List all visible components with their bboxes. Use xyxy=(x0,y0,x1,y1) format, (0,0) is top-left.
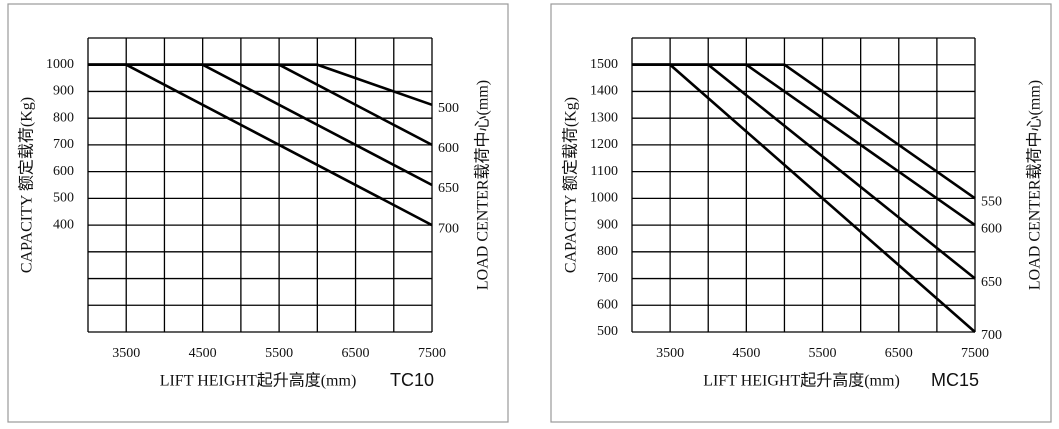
x-tick-label: 5500 xyxy=(809,346,837,361)
x-tick-label: 4500 xyxy=(732,346,760,361)
line xyxy=(632,63,976,200)
y-tick-label: 1300 xyxy=(590,110,618,125)
x-axis-label: LIFT HEIGHT起升高度(mm) xyxy=(703,372,900,390)
line xyxy=(88,63,433,147)
x-tick-label: 3500 xyxy=(112,346,140,361)
legend-label: 700 xyxy=(981,328,1002,343)
panel-frame xyxy=(550,3,1052,423)
y-tick-label: 800 xyxy=(53,110,74,125)
y-tick-label: 1000 xyxy=(590,191,618,206)
x-tick-label: 7500 xyxy=(961,346,989,361)
y-tick-label: 500 xyxy=(53,191,74,206)
legend-label: 650 xyxy=(438,181,459,196)
legend-label: 650 xyxy=(981,275,1002,290)
x-tick-label: 6500 xyxy=(885,346,913,361)
y-tick-label: 600 xyxy=(53,164,74,179)
y-tick-label: 600 xyxy=(597,297,618,312)
y-tick-label: 1200 xyxy=(590,137,618,152)
legend-label: 600 xyxy=(438,141,459,156)
x-tick-label: 4500 xyxy=(189,346,217,361)
legend-label: 550 xyxy=(981,195,1002,210)
line xyxy=(88,63,433,227)
x-tick-label: 7500 xyxy=(418,346,446,361)
y-tick-label: 900 xyxy=(597,217,618,232)
x-tick-label: 5500 xyxy=(265,346,293,361)
x-tick-label: 6500 xyxy=(342,346,370,361)
model-label: MC15 xyxy=(931,370,979,390)
x-tick-label: 3500 xyxy=(656,346,684,361)
y-tick-label: 800 xyxy=(597,244,618,259)
legend-label: 700 xyxy=(438,221,459,236)
legend-label: 600 xyxy=(981,221,1002,236)
y-tick-label: 1500 xyxy=(590,57,618,72)
legend-title: LOAD CENTER载荷中心(mm) xyxy=(474,80,492,290)
line xyxy=(88,63,433,187)
legend-title: LOAD CENTER载荷中心(mm) xyxy=(1026,80,1044,290)
y-tick-label: 400 xyxy=(53,217,74,232)
panel-frame xyxy=(7,3,509,423)
y-axis-label: CAPACITY 额定载荷(Kg) xyxy=(562,97,580,273)
y-tick-label: 700 xyxy=(53,137,74,152)
x-axis-label: LIFT HEIGHT起升高度(mm) xyxy=(160,372,357,390)
line xyxy=(632,63,976,333)
model-label: TC10 xyxy=(390,370,434,390)
y-tick-label: 900 xyxy=(53,84,74,99)
y-tick-label: 1400 xyxy=(590,84,618,99)
y-tick-label: 700 xyxy=(597,271,618,286)
y-tick-label: 1000 xyxy=(46,57,74,72)
y-axis-label: CAPACITY 额定载荷(Kg) xyxy=(18,97,36,273)
y-tick-label: 500 xyxy=(597,324,618,339)
y-tick-label: 1100 xyxy=(591,164,618,179)
legend-label: 500 xyxy=(438,101,459,116)
